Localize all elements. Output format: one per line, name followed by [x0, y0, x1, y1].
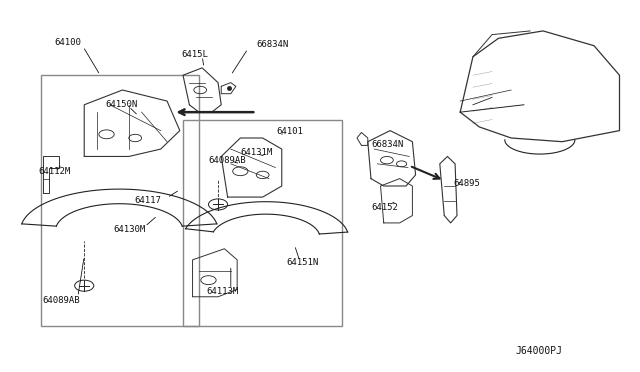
Text: 66834N: 66834N — [256, 41, 289, 49]
Text: 64113M: 64113M — [207, 287, 239, 296]
Text: 64112M: 64112M — [38, 167, 70, 176]
Text: 64101: 64101 — [276, 127, 303, 136]
Text: 64089AB: 64089AB — [209, 155, 246, 165]
Text: 64150N: 64150N — [105, 100, 138, 109]
Text: 64895: 64895 — [454, 179, 481, 187]
Text: J64000PJ: J64000PJ — [515, 346, 562, 356]
Bar — [183, 119, 342, 326]
Text: 6415L: 6415L — [181, 51, 208, 60]
Bar — [41, 75, 199, 326]
Text: 64130M: 64130M — [113, 225, 145, 234]
Text: 64131M: 64131M — [241, 148, 273, 157]
Text: 64100: 64100 — [54, 38, 81, 47]
Text: 66834N: 66834N — [371, 140, 403, 149]
Text: 64151N: 64151N — [287, 258, 319, 267]
Text: 64089AB: 64089AB — [43, 296, 81, 305]
Text: 64152: 64152 — [371, 203, 398, 212]
Text: 64117: 64117 — [134, 196, 161, 205]
